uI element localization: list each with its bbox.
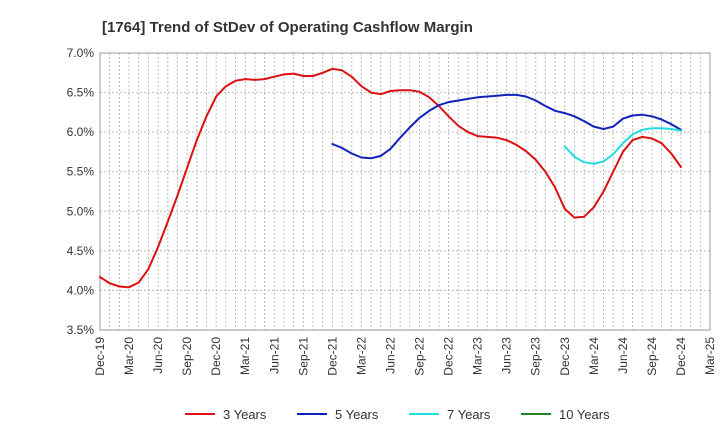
y-axis: 3.5% 4.0% 4.5% 5.0% 5.5% 6.0% 6.5% 7.0% bbox=[67, 46, 95, 337]
x-axis: Dec-19 Mar-20 Jun-20 Sep-20 Dec-20 Mar-21 Jun-… bbox=[93, 337, 717, 376]
y-tick-label: 7.0% bbox=[67, 46, 95, 60]
x-tick-label: Dec-24 bbox=[674, 337, 688, 376]
x-tick-label: Mar-21 bbox=[238, 337, 252, 375]
x-tick-label: Jun-21 bbox=[267, 337, 281, 374]
y-tick-label: 4.5% bbox=[67, 244, 95, 258]
x-tick-label: Mar-20 bbox=[122, 337, 136, 375]
series-line-1 bbox=[99, 67, 682, 289]
plot-frame bbox=[99, 52, 711, 331]
x-tick-label: Dec-19 bbox=[93, 337, 107, 376]
y-tick-label: 5.5% bbox=[67, 165, 95, 179]
x-tick-label: Jun-23 bbox=[500, 337, 514, 374]
x-tick-label: Dec-23 bbox=[558, 337, 572, 376]
x-tick-label: Jun-22 bbox=[383, 337, 397, 374]
x-tick-label: Mar-25 bbox=[703, 337, 717, 375]
legend-label: 10 Years bbox=[559, 407, 610, 422]
legend: 3 Years 5 Years 7 Years 10 Years bbox=[185, 407, 610, 422]
y-tick-label: 6.0% bbox=[67, 125, 95, 139]
y-tick-label: 6.5% bbox=[67, 86, 95, 100]
x-tick-label: Mar-23 bbox=[471, 337, 485, 375]
series-line-3 bbox=[563, 127, 682, 165]
x-tick-label: Sep-20 bbox=[180, 337, 194, 376]
x-tick-label: Sep-23 bbox=[529, 337, 543, 376]
x-tick-label: Sep-22 bbox=[413, 337, 427, 376]
x-tick-label: Dec-20 bbox=[209, 337, 223, 376]
x-tick-label: Mar-24 bbox=[587, 337, 601, 375]
legend-label: 3 Years bbox=[223, 407, 267, 422]
y-tick-label: 3.5% bbox=[67, 323, 95, 337]
x-tick-label: Dec-21 bbox=[325, 337, 339, 376]
x-tick-label: Sep-24 bbox=[645, 337, 659, 376]
y-tick-label: 4.0% bbox=[67, 283, 95, 297]
legend-label: 7 Years bbox=[447, 407, 491, 422]
series-lines bbox=[99, 67, 682, 289]
grid bbox=[100, 53, 710, 330]
legend-label: 5 Years bbox=[335, 407, 379, 422]
x-tick-label: Mar-22 bbox=[354, 337, 368, 375]
series-line-2 bbox=[331, 93, 682, 160]
x-tick-label: Jun-20 bbox=[151, 337, 165, 374]
y-tick-label: 5.0% bbox=[67, 204, 95, 218]
x-tick-label: Jun-24 bbox=[616, 337, 630, 374]
chart-title: [1764] Trend of StDev of Operating Cashf… bbox=[102, 19, 473, 36]
x-tick-label: Sep-21 bbox=[296, 337, 310, 376]
x-tick-label: Dec-22 bbox=[442, 337, 456, 376]
